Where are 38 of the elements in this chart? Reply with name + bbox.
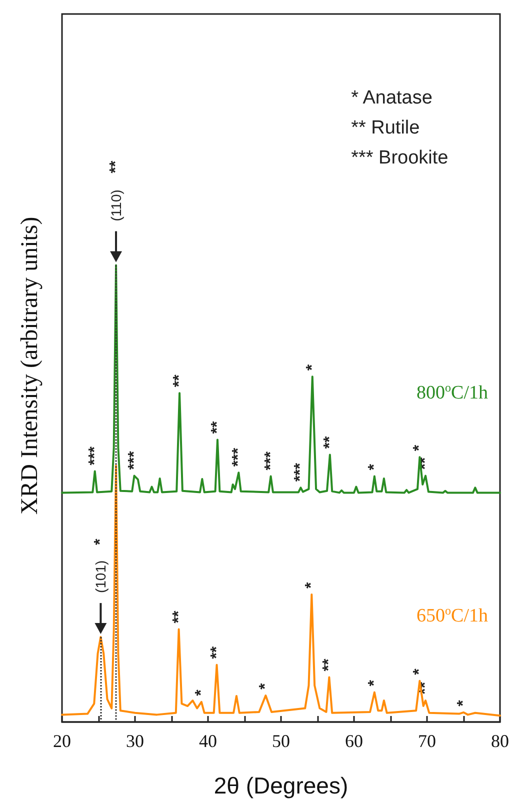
- annotation: *: [455, 699, 472, 706]
- annotation: **: [320, 658, 338, 672]
- annotation: ***: [262, 450, 280, 470]
- text: **: [108, 160, 125, 174]
- text: ** Rutile: [351, 118, 420, 138]
- annotation: **: [171, 374, 188, 388]
- annotation: ***: [86, 446, 104, 466]
- annotation: **: [208, 646, 226, 659]
- annotation: *: [257, 682, 274, 690]
- annotation: *: [92, 538, 110, 546]
- annotation: **: [208, 420, 226, 434]
- annotation: *: [304, 364, 321, 371]
- annotation: *: [411, 444, 428, 452]
- annotation: *: [411, 668, 428, 675]
- text: 800$^{o}$C/1h: [416, 380, 488, 404]
- annotation: (101): [92, 560, 109, 594]
- annotation: *: [192, 688, 210, 696]
- x-tick-label: 70: [418, 731, 436, 751]
- x-tick-label: 20: [53, 731, 71, 751]
- text: * Anatase: [351, 88, 432, 108]
- annotation: ***: [126, 450, 143, 470]
- annotation: *: [303, 582, 320, 589]
- annotation: *: [366, 679, 383, 686]
- x-tick-label: 40: [199, 731, 217, 751]
- annotation: ***: [292, 462, 310, 482]
- annotation: **: [170, 610, 188, 624]
- annotation: ***: [230, 447, 248, 467]
- x-tick-label: 60: [345, 731, 363, 751]
- x-tick-label: 30: [126, 731, 144, 751]
- annotation: *: [366, 463, 383, 470]
- y-axis-title: XRD Intensity (arbitrary units): [17, 216, 43, 515]
- text: *** Brookite: [351, 148, 448, 168]
- annotation: **: [321, 436, 338, 449]
- x-tick-label: 80: [491, 731, 509, 751]
- text: 650$^{o}$C/1h: [416, 604, 488, 627]
- x-tick-label: 50: [272, 731, 290, 751]
- text: (110): [108, 190, 124, 222]
- x-axis-title: 2θ (Degrees): [214, 772, 348, 798]
